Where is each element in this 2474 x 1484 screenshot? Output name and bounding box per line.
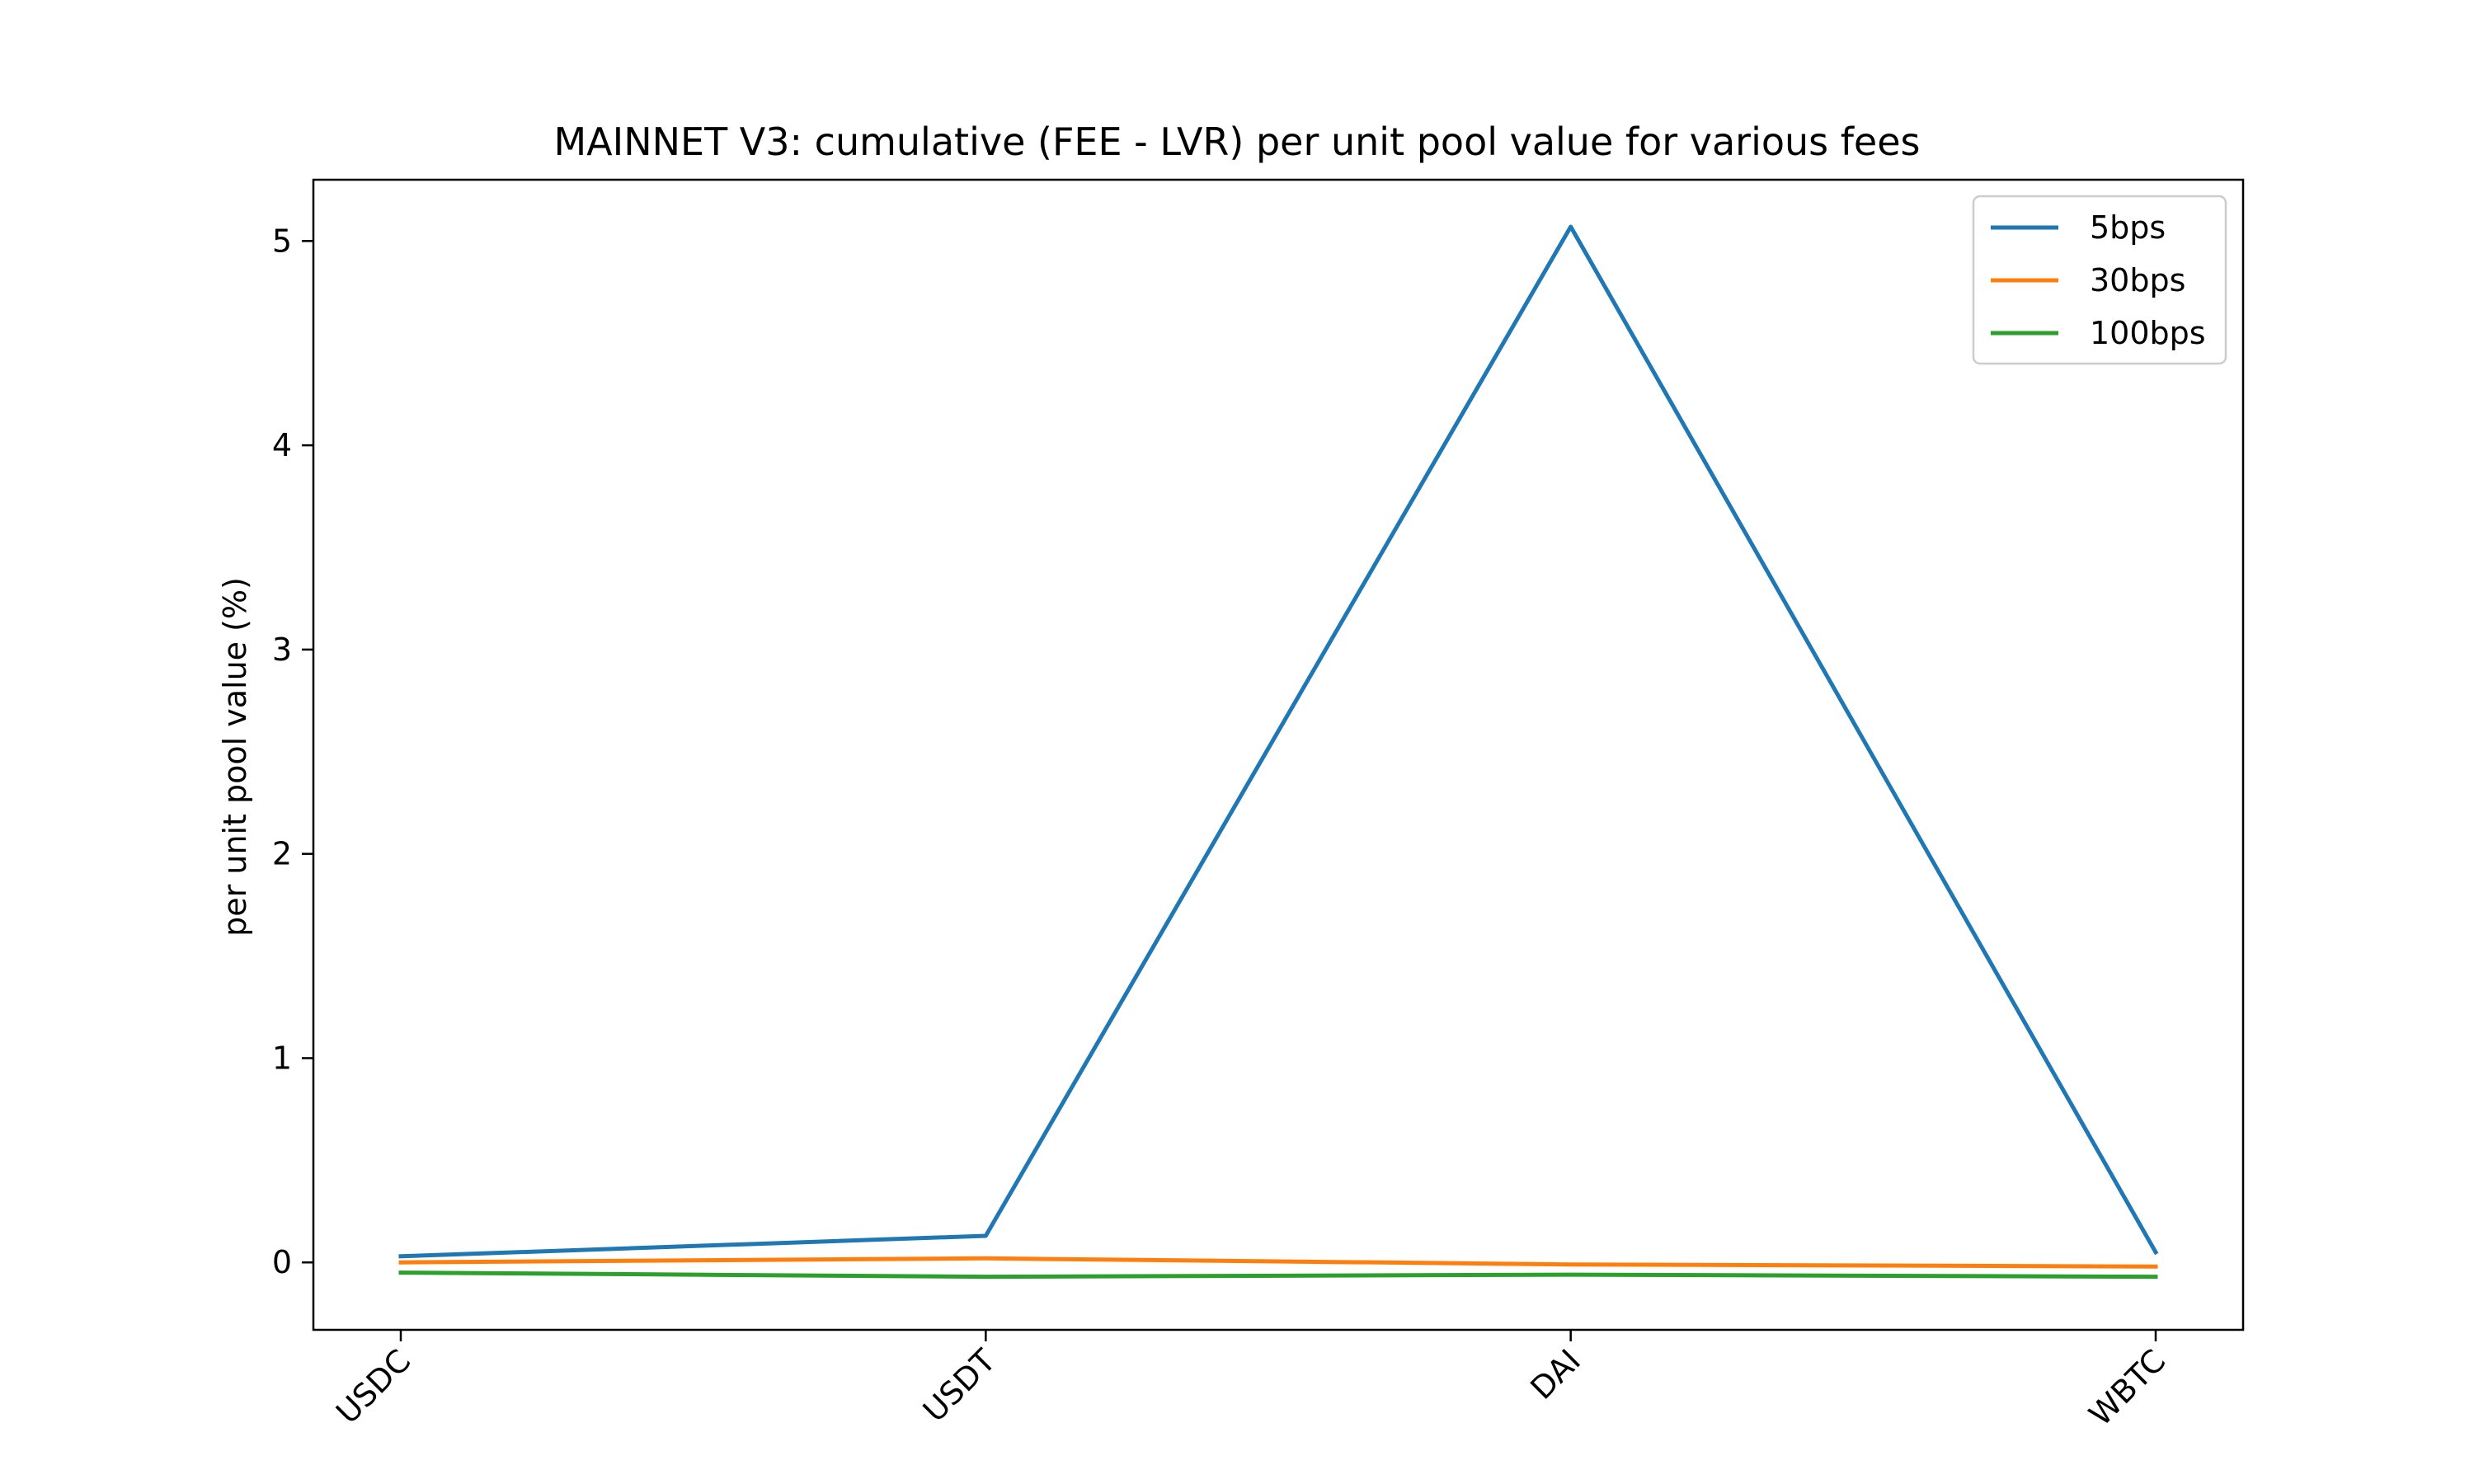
y-axis-label: per unit pool value (%) bbox=[217, 577, 253, 937]
y-tick-label-5: 5 bbox=[272, 223, 292, 259]
legend-label-5bps: 5bps bbox=[2090, 209, 2166, 246]
series-line-30bps bbox=[398, 1256, 2158, 1269]
legend-label-100bps: 100bps bbox=[2090, 315, 2206, 351]
series-line-5bps bbox=[398, 224, 2159, 1259]
plot-area bbox=[312, 178, 2245, 1331]
y-tick-label-3: 3 bbox=[272, 632, 292, 668]
legend: 5bps 30bps 100bps bbox=[1972, 195, 2227, 365]
legend-box bbox=[1972, 195, 2227, 365]
legend-items: 5bps 30bps 100bps bbox=[1991, 209, 2206, 351]
series-layer bbox=[398, 224, 2159, 1280]
axes-frame bbox=[312, 178, 2245, 1331]
legend-item-5bps: 5bps bbox=[1991, 209, 2166, 246]
legend-label-30bps: 30bps bbox=[2090, 262, 2185, 298]
legend-item-100bps: 100bps bbox=[1991, 315, 2206, 351]
y-tick-label-0: 0 bbox=[272, 1244, 292, 1280]
y-tick-label-2: 2 bbox=[272, 836, 292, 872]
y-axis: 0 1 2 3 4 5 bbox=[272, 223, 313, 1280]
y-tick-label-1: 1 bbox=[272, 1040, 292, 1076]
y-tick-label-4: 4 bbox=[272, 427, 292, 463]
chart-title: MAINNET V3: cumulative (FEE - LVR) per u… bbox=[553, 120, 1920, 164]
series-line-100bps bbox=[398, 1270, 2158, 1280]
legend-item-30bps: 30bps bbox=[1991, 262, 2185, 298]
